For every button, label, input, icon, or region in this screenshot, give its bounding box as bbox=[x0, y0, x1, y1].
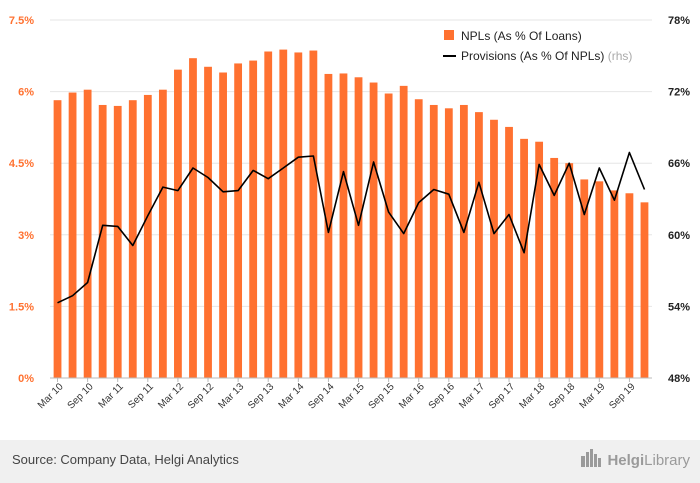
bar bbox=[459, 104, 468, 378]
x-tick-label: Mar 17 bbox=[457, 381, 487, 411]
y-right-tick-label: 54% bbox=[668, 301, 690, 313]
bar bbox=[249, 60, 258, 378]
bar bbox=[520, 138, 528, 378]
bar bbox=[429, 104, 438, 378]
bar bbox=[535, 141, 544, 378]
bar bbox=[219, 72, 227, 379]
provisions-line bbox=[57, 151, 646, 304]
x-tick-label: Sep 13 bbox=[246, 381, 276, 411]
bar bbox=[98, 104, 107, 378]
x-tick-label: Sep 12 bbox=[186, 381, 216, 411]
bar bbox=[505, 126, 513, 378]
y-left-tick-label: 4.5% bbox=[9, 158, 34, 170]
bar bbox=[490, 119, 498, 378]
bar bbox=[234, 63, 243, 379]
chart: 0% 48% 1.5% 54% 3% 60% 4.5% 66% 6% 72% 7.5% 78% Mar … bbox=[9, 15, 690, 412]
bar bbox=[264, 51, 273, 379]
bar bbox=[640, 202, 649, 378]
bar bbox=[113, 105, 122, 379]
x-tick-label: Mar 15 bbox=[337, 381, 367, 411]
bar bbox=[68, 92, 77, 379]
x-tick-label: Sep 17 bbox=[487, 381, 517, 411]
logo-text-light: Library bbox=[644, 451, 690, 469]
y-right-tick-label: 72% bbox=[668, 87, 690, 99]
x-tick-label: Mar 10 bbox=[36, 381, 66, 411]
legend-rhs-note: (rhs) bbox=[608, 49, 633, 63]
bar bbox=[354, 77, 363, 378]
bar bbox=[339, 73, 348, 378]
bar bbox=[369, 82, 378, 378]
legend-label-npls: NPLs (As % Of Loans) bbox=[461, 29, 582, 43]
y-left-tick-label: 7.5% bbox=[9, 15, 34, 27]
bar bbox=[294, 52, 303, 378]
bar bbox=[53, 100, 62, 378]
legend-swatch-npls bbox=[444, 30, 454, 40]
y-left-tick-label: 1.5% bbox=[9, 301, 34, 313]
x-tick-label: Mar 13 bbox=[216, 381, 246, 411]
bar bbox=[309, 50, 318, 379]
x-tick-label: Sep 19 bbox=[607, 381, 637, 411]
bar bbox=[128, 100, 137, 378]
x-tick-label: Sep 16 bbox=[427, 381, 457, 411]
city-skyline-icon bbox=[580, 449, 602, 471]
source-note: Source: Company Data, Helgi Analytics bbox=[12, 452, 239, 467]
bar bbox=[444, 108, 453, 378]
bar bbox=[158, 89, 167, 378]
bar bbox=[189, 58, 197, 378]
y-left-tick-label: 6% bbox=[18, 87, 34, 99]
x-tick-label: Sep 14 bbox=[306, 381, 336, 411]
x-tick-label: Sep 15 bbox=[367, 381, 397, 411]
logo-text: HelgiLibrary bbox=[607, 452, 690, 469]
x-tick-label: Sep 18 bbox=[547, 381, 577, 411]
y-right-tick-label: 48% bbox=[668, 373, 690, 385]
bar bbox=[550, 157, 559, 378]
x-tick-label: Sep 10 bbox=[66, 381, 96, 411]
helgi-library-logo[interactable]: HelgiLibrary bbox=[580, 448, 690, 472]
y-right-tick-label: 78% bbox=[668, 15, 690, 27]
x-tick-label: Mar 14 bbox=[277, 381, 307, 411]
y-left-tick-label: 3% bbox=[18, 230, 34, 242]
x-tick-label: Mar 18 bbox=[517, 381, 547, 411]
bar bbox=[324, 73, 333, 379]
bar bbox=[204, 66, 212, 379]
bar bbox=[143, 94, 152, 378]
x-tick-label: Mar 12 bbox=[156, 381, 186, 411]
legend-label-provisions: Provisions (As % Of NPLs) (rhs) bbox=[461, 49, 632, 63]
logo-text-bold: Helgi bbox=[607, 451, 645, 469]
bar bbox=[414, 99, 423, 378]
bar bbox=[174, 69, 182, 378]
y-left-tick-label: 0% bbox=[18, 373, 34, 385]
x-tick-label: Mar 16 bbox=[397, 381, 427, 411]
bar bbox=[475, 112, 483, 378]
bar bbox=[565, 163, 574, 378]
bar bbox=[580, 179, 589, 378]
x-tick-label: Mar 19 bbox=[578, 381, 608, 411]
bar bbox=[384, 93, 393, 378]
bar bbox=[595, 181, 604, 378]
bar bbox=[279, 49, 288, 378]
bar bbox=[610, 190, 619, 378]
x-tick-label: Sep 11 bbox=[126, 381, 156, 411]
y-right-tick-label: 60% bbox=[668, 230, 690, 242]
bar bbox=[625, 193, 634, 378]
x-tick-label: Mar 11 bbox=[97, 381, 127, 411]
bar bbox=[83, 89, 92, 378]
y-right-tick-label: 66% bbox=[668, 158, 690, 170]
